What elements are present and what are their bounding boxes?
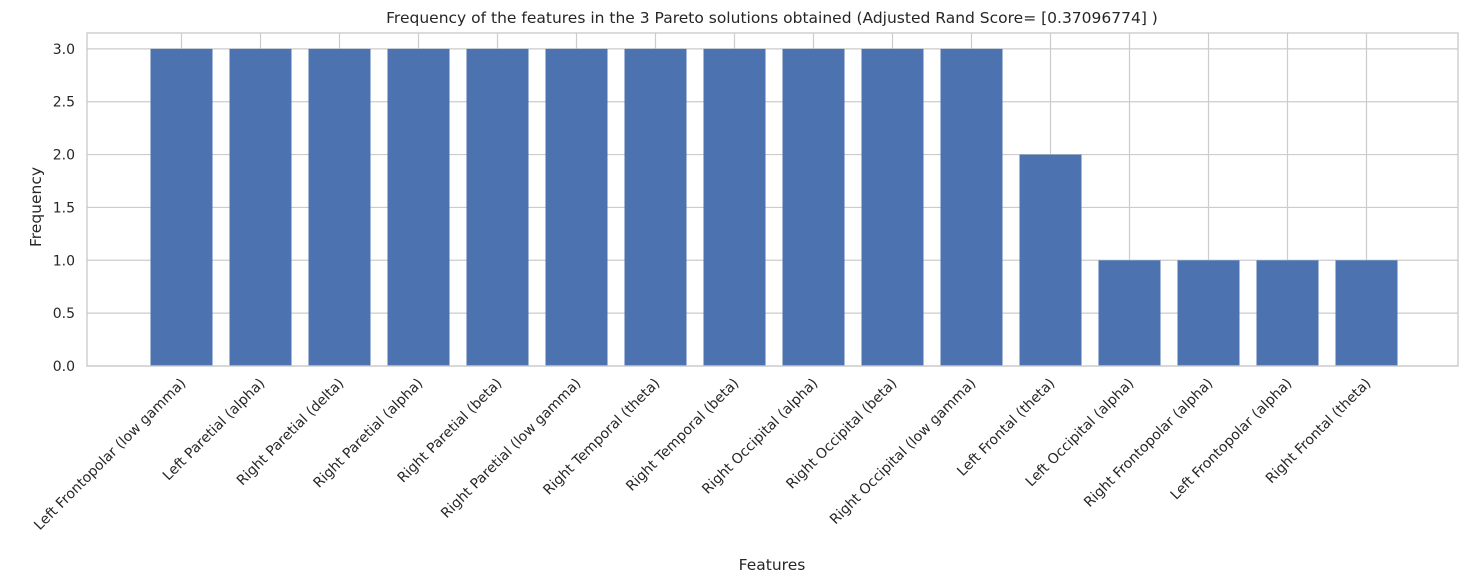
- plot-frame: [86, 32, 1459, 367]
- bar: [624, 48, 687, 366]
- bar: [1098, 260, 1161, 366]
- x-tick-label: Left Frontopolar (low gamma): [31, 376, 189, 534]
- bar: [1256, 260, 1319, 366]
- grid-lines: [87, 33, 1458, 367]
- x-tick-label: Right Paretial (low gamma): [438, 376, 584, 522]
- y-axis-label: Frequency: [27, 167, 45, 247]
- y-tick-label: 0.0: [53, 359, 75, 375]
- bar: [940, 48, 1003, 366]
- y-tick-label: 1.5: [53, 200, 75, 216]
- x-tick-label: Right Occipital (low gamma): [827, 376, 979, 528]
- bar: [545, 48, 608, 366]
- chart-title: Frequency of the features in the 3 Paret…: [386, 9, 1158, 27]
- bar: [229, 48, 292, 366]
- bars: [150, 48, 1398, 366]
- bar: [1335, 260, 1398, 366]
- bar: [703, 48, 766, 366]
- bar: [308, 48, 371, 366]
- x-axis-label: Features: [739, 556, 806, 574]
- y-tick-label: 1.0: [53, 253, 75, 269]
- y-tick-label: 3.0: [53, 42, 75, 58]
- x-tick-label: Right Frontopolar (alpha): [1081, 376, 1216, 511]
- y-tick-label: 2.0: [53, 148, 75, 164]
- bar: [1019, 154, 1082, 366]
- bar: [861, 48, 924, 366]
- y-tick-label: 0.5: [53, 306, 75, 322]
- y-tick-label: 2.5: [53, 95, 75, 111]
- bar: [150, 48, 213, 366]
- bar: [387, 48, 450, 366]
- x-tick-labels: Left Frontopolar (low gamma)Left Paretia…: [31, 376, 1374, 534]
- bar: [1177, 260, 1240, 366]
- bar: [466, 48, 529, 366]
- y-tick-labels: 0.0 0.5 1.0 1.5 2.0 2.5 3.0: [53, 42, 75, 375]
- bar: [782, 48, 845, 366]
